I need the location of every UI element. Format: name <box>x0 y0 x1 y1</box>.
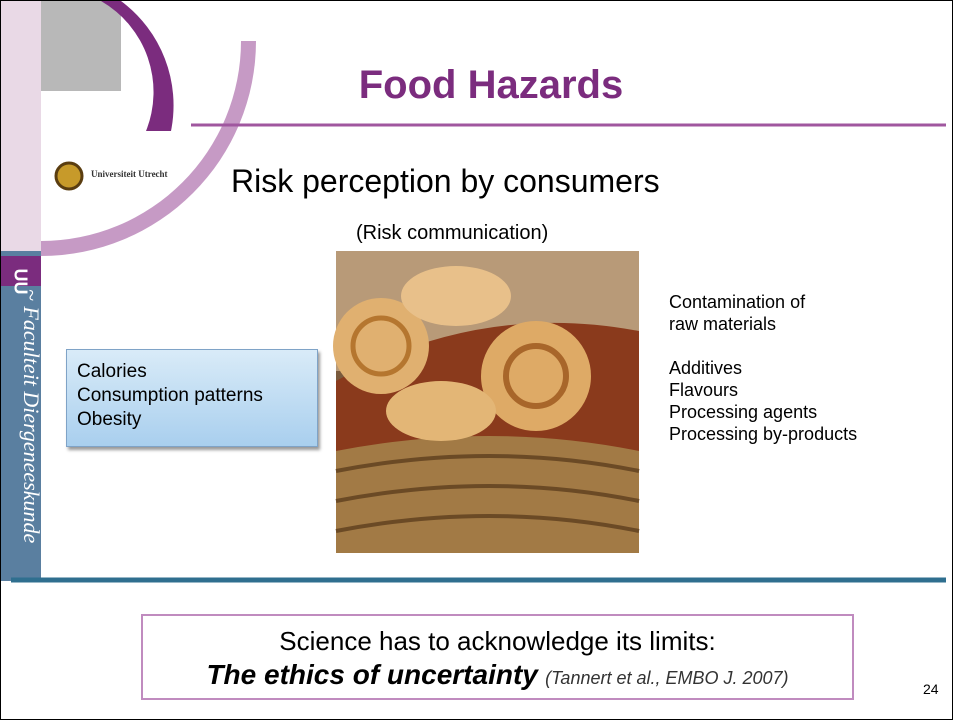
photo-strip <box>41 1 121 91</box>
photo <box>333 251 640 553</box>
page-number: 24 <box>923 681 939 697</box>
title: Food Hazards <box>358 63 624 107</box>
subtitle: Risk perception by consumers <box>231 163 660 199</box>
logo-seal <box>54 161 84 191</box>
line: Additives <box>669 358 743 378</box>
line: Processing agents <box>669 402 818 422</box>
line: Obesity <box>77 409 142 430</box>
line: Consumption patterns <box>77 385 263 406</box>
arc <box>101 1 174 131</box>
line: Processing by-products <box>669 424 858 444</box>
footer-line: Science has to acknowledge its limits: <box>279 626 716 656</box>
citation: (Tannert et al., EMBO J. 2007) <box>545 668 789 688</box>
left-box: Calories Consumption patterns Obesity <box>66 349 318 447</box>
sidebar-abbr: UU <box>10 268 31 295</box>
group: Contamination of raw materials <box>669 291 857 335</box>
group: Additives Flavours Processing agents Pro… <box>669 357 857 445</box>
arc <box>41 41 256 256</box>
emphasis: The ethics of uncertainty <box>206 659 538 690</box>
footer-box: Science has to acknowledge its limits: T… <box>141 614 854 700</box>
line: Contamination of <box>669 292 806 312</box>
caption: (Risk communication) <box>356 222 549 244</box>
line: Flavours <box>669 380 739 400</box>
logo-text: Universiteit Utrecht <box>91 169 168 179</box>
sidebar-top <box>1 1 41 251</box>
line: Calories <box>77 361 147 382</box>
right-list: Contamination of raw materials Additives… <box>669 291 857 467</box>
sidebar-text: ~ Faculteit Diergeneeskunde <box>19 289 44 544</box>
footer-line: The ethics of uncertainty (Tannert et al… <box>143 658 852 695</box>
line: raw materials <box>669 314 777 334</box>
sidebar-band <box>1 256 41 286</box>
